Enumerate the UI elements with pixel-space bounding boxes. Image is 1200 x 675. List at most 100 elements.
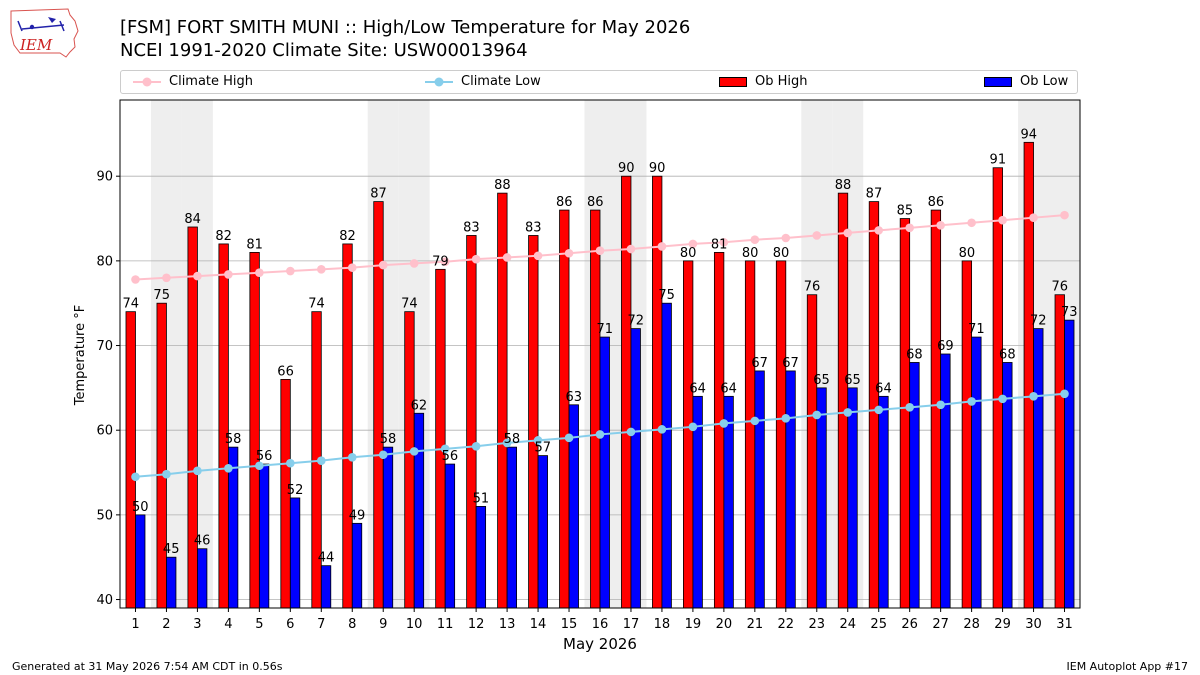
x-tick-label-10: 10	[406, 617, 423, 632]
x-tick-label-26: 26	[901, 617, 918, 632]
legend-item-ob-low: Ob Low	[984, 74, 1068, 90]
bar-ob-low-day-25	[878, 395, 889, 609]
point-climate-high-day-28	[967, 218, 976, 228]
bar-ob-high-day-25	[868, 201, 880, 609]
legend-label-ob-high: Ob High	[755, 74, 808, 89]
legend-line-climate-high-icon	[133, 77, 161, 86]
point-climate-high-day-3	[193, 271, 202, 281]
point-climate-high-day-26	[905, 223, 914, 233]
legend-swatch-ob-high-icon	[719, 76, 747, 87]
label-ob-low-day-14: 57	[535, 441, 552, 456]
x-tick-label-16: 16	[592, 617, 609, 632]
label-ob-low-day-23: 65	[813, 373, 830, 388]
legend-item-ob-high: Ob High	[719, 74, 808, 90]
point-climate-low-day-2	[162, 469, 171, 479]
label-ob-high-day-17: 90	[618, 161, 635, 176]
point-climate-high-day-13	[502, 253, 512, 262]
x-tick-label-3: 3	[193, 617, 201, 632]
bar-ob-low-day-6	[289, 497, 301, 609]
label-ob-low-day-11: 56	[442, 449, 459, 464]
x-tick-label-11: 11	[437, 617, 454, 632]
climate-lines	[131, 210, 1069, 482]
label-ob-high-day-2: 75	[153, 288, 170, 303]
bar-ob-high-day-29	[992, 167, 1003, 609]
x-tick-label-25: 25	[870, 617, 887, 632]
x-tick-label-28: 28	[963, 617, 980, 632]
x-tick-label-6: 6	[286, 617, 294, 632]
point-climate-low-day-5	[255, 461, 264, 471]
point-climate-low-day-8	[347, 452, 357, 462]
label-ob-high-day-7: 74	[308, 297, 325, 312]
legend: Climate High Climate Low Ob High Ob Low	[120, 70, 1078, 94]
label-ob-high-day-19: 80	[680, 246, 697, 261]
label-ob-high-day-26: 85	[897, 204, 914, 219]
label-ob-high-day-5: 81	[246, 237, 263, 252]
label-ob-high-day-6: 66	[277, 364, 294, 379]
logo-text: IEM	[19, 36, 53, 54]
x-tick-label-9: 9	[379, 617, 387, 632]
point-climate-high-day-18	[657, 242, 667, 251]
bar-ob-high-day-17	[621, 175, 632, 609]
label-ob-high-day-1: 74	[122, 297, 139, 312]
label-ob-low-day-13: 58	[504, 432, 521, 447]
x-tick-label-21: 21	[747, 617, 764, 632]
bar-ob-low-day-27	[940, 353, 951, 609]
point-climate-high-day-10	[409, 259, 419, 268]
bar-ob-low-day-20	[723, 395, 734, 609]
label-ob-high-day-9: 87	[370, 187, 387, 202]
bar-ob-low-day-16	[599, 336, 610, 609]
chart-subtitle: NCEI 1991-2020 Climate Site: USW00013964	[120, 40, 528, 61]
point-climate-high-day-24	[843, 228, 853, 238]
label-ob-low-day-9: 58	[380, 432, 397, 447]
label-ob-low-day-10: 62	[411, 398, 428, 413]
bar-ob-high-day-19	[683, 260, 694, 609]
bar-ob-low-day-22	[785, 370, 796, 609]
label-ob-low-day-5: 56	[256, 449, 273, 464]
label-ob-low-day-24: 65	[844, 373, 861, 388]
x-tick-label-7: 7	[317, 617, 325, 632]
point-climate-low-day-26	[905, 403, 914, 412]
bar-ob-high-day-1	[125, 311, 136, 609]
bar-ob-low-day-2	[166, 556, 177, 609]
label-ob-low-day-21: 67	[751, 356, 768, 371]
x-axis-label: May 2026	[563, 635, 637, 653]
point-climate-high-day-20	[719, 237, 729, 247]
label-ob-high-day-22: 80	[773, 246, 790, 261]
point-climate-high-day-27	[936, 221, 945, 230]
x-tick-label-5: 5	[255, 617, 263, 632]
legend-label-climate-low: Climate Low	[461, 74, 541, 89]
point-climate-high-day-1	[131, 275, 140, 284]
label-ob-high-day-13: 88	[494, 178, 511, 193]
label-ob-high-day-23: 76	[804, 280, 821, 295]
bar-ob-high-day-21	[744, 260, 756, 609]
point-climate-high-day-25	[874, 226, 884, 235]
label-ob-low-day-28: 71	[968, 322, 985, 337]
label-ob-high-day-8: 82	[339, 229, 356, 244]
point-climate-high-day-29	[998, 215, 1007, 225]
bar-ob-low-day-21	[754, 370, 765, 609]
point-climate-low-day-29	[998, 394, 1007, 404]
bar-ob-high-day-16	[590, 209, 601, 609]
x-tick-label-20: 20	[716, 617, 733, 632]
point-climate-high-day-23	[812, 231, 822, 240]
label-ob-low-day-25: 64	[875, 381, 892, 396]
label-ob-low-day-6: 52	[287, 483, 304, 498]
label-ob-low-day-15: 63	[566, 390, 583, 405]
bar-ob-low-day-12	[475, 505, 487, 609]
label-ob-low-day-19: 64	[689, 381, 706, 396]
point-climate-low-day-14	[533, 436, 543, 445]
x-tick-label-22: 22	[778, 617, 795, 632]
bar-ob-low-day-3	[197, 548, 208, 609]
point-climate-low-day-19	[688, 422, 698, 432]
label-ob-high-day-10: 74	[401, 297, 418, 312]
x-tick-label-29: 29	[994, 617, 1011, 632]
point-climate-low-day-4	[224, 464, 233, 473]
bar-ob-low-day-11	[444, 463, 456, 609]
point-climate-low-day-7	[316, 456, 326, 465]
point-climate-low-day-21	[750, 416, 760, 426]
label-ob-low-day-16: 71	[596, 322, 613, 337]
point-climate-low-day-10	[409, 447, 419, 456]
x-tick-label-18: 18	[654, 617, 671, 632]
bar-ob-high-day-2	[156, 302, 167, 609]
